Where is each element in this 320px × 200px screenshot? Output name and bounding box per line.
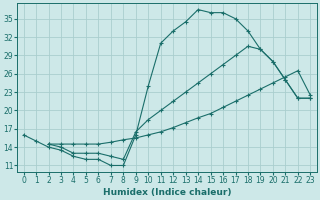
X-axis label: Humidex (Indice chaleur): Humidex (Indice chaleur) (103, 188, 231, 197)
